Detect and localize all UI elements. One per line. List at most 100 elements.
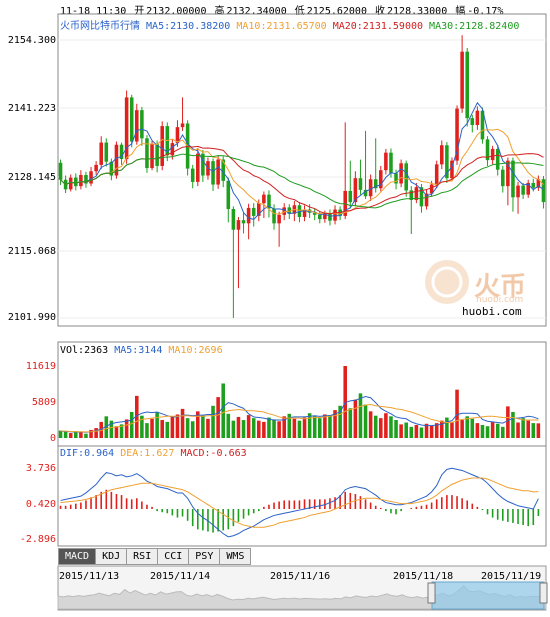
volume-bar — [460, 420, 464, 438]
bar-time: 11-18 11:30 — [60, 6, 127, 17]
candle-body — [257, 203, 261, 216]
volume-bar — [450, 421, 454, 438]
candle-body — [190, 168, 195, 182]
ma10-line — [60, 128, 544, 215]
candle-body — [79, 174, 83, 187]
volume-bar — [79, 432, 83, 438]
volume-bar — [180, 408, 185, 438]
watermark-brand: 火币 — [474, 272, 527, 302]
volume-bar — [490, 421, 495, 438]
dea-legend: DEA:1.627 — [120, 448, 175, 459]
panel-frame — [57, 13, 547, 327]
price-tick-label: 2101.990 — [7, 312, 56, 323]
candle-body — [465, 51, 469, 119]
vol-ma5-line — [60, 395, 539, 433]
tab-cci[interactable]: CCI — [158, 548, 190, 565]
candle-body — [114, 144, 119, 176]
ma5-line — [60, 101, 544, 220]
volume-bar — [485, 426, 490, 438]
candle-body — [287, 207, 292, 214]
candle-body — [109, 161, 114, 176]
dif-legend: DIF:0.964 — [60, 448, 115, 459]
candle-body — [445, 145, 449, 179]
volume-bar — [531, 423, 536, 438]
volume-bar — [480, 424, 485, 438]
volume-bar — [89, 429, 93, 438]
ma20-legend: MA20:2131.59000 — [332, 21, 424, 32]
candle-body — [399, 163, 403, 184]
high-label: 高 — [214, 6, 225, 17]
volume-bar — [424, 423, 429, 438]
candle-body — [516, 185, 520, 198]
macd-legend: DIF:0.964 DEA:1.627 MACD:-0.663 — [60, 448, 247, 459]
macd-value-legend: MACD:-0.663 — [180, 448, 247, 459]
tab-psy[interactable]: PSY — [189, 548, 221, 565]
nav-date-label: 2015/11/18 — [393, 571, 454, 582]
volume-bar — [135, 395, 139, 438]
volume-bar — [211, 405, 215, 438]
tab-kdj[interactable]: KDJ — [96, 548, 128, 565]
candle-body — [129, 97, 134, 142]
candle-body — [358, 178, 363, 190]
volume-bar — [155, 412, 159, 438]
candle-body — [455, 108, 459, 161]
volume-bar — [465, 416, 469, 438]
close-value: 2128.33000 — [387, 6, 448, 17]
candle-body — [419, 187, 424, 207]
volume-bar — [140, 415, 144, 438]
dea-line — [60, 477, 539, 528]
volume-bar — [272, 419, 276, 438]
candle-body — [74, 177, 78, 187]
candle-body — [323, 213, 327, 220]
volume-bars — [58, 366, 541, 438]
candle-body — [485, 139, 490, 161]
candle-body — [475, 110, 480, 126]
candle-body — [368, 179, 373, 197]
candle-body — [414, 187, 419, 200]
volume-bar — [318, 418, 322, 438]
volume-bar — [160, 420, 164, 438]
candle-body — [251, 207, 256, 216]
volume-bar — [389, 416, 393, 438]
volume-bar — [526, 420, 530, 438]
tab-wms[interactable]: WMS — [220, 548, 252, 565]
candle-body — [58, 162, 63, 180]
volume-bar — [323, 414, 327, 438]
volume-bar — [373, 415, 378, 438]
candle-body — [221, 159, 225, 181]
tab-rsi[interactable]: RSI — [127, 548, 159, 565]
indicator-tabs: MACD KDJ RSI CCI PSY WMS — [58, 548, 252, 565]
candle-body — [226, 180, 231, 210]
candle-body — [536, 179, 541, 188]
volume-bar — [165, 421, 170, 438]
candle-body — [180, 123, 185, 128]
tab-macd[interactable]: MACD — [58, 548, 97, 565]
volume-bar — [409, 426, 414, 438]
ma30-line — [60, 153, 544, 209]
candle-body — [541, 179, 546, 203]
vol-ma5-legend: MA5:3144 — [114, 345, 163, 356]
candle-body — [353, 178, 358, 203]
volume-bar — [63, 431, 68, 438]
volume-bar — [328, 415, 332, 438]
candle-body — [450, 160, 454, 179]
candle-body — [506, 160, 510, 187]
volume-bar — [246, 415, 251, 438]
navigator-area[interactable] — [57, 565, 548, 611]
macd-series — [59, 467, 540, 538]
huobi-watermark — [425, 260, 469, 304]
candle-body — [521, 185, 525, 195]
price-tick-label: 2128.145 — [7, 172, 56, 183]
candle-body — [470, 118, 475, 126]
candle-body — [104, 142, 109, 162]
chart-title: 火币网比特币行情 — [60, 21, 140, 32]
volume-bar — [84, 433, 88, 438]
volume-tick-label: 11619 — [25, 361, 56, 372]
volume-bar — [114, 426, 119, 438]
candle-body — [68, 177, 73, 190]
candle-body — [135, 110, 139, 142]
candle-body — [297, 205, 302, 217]
candle-body — [424, 193, 429, 207]
candle-body — [84, 174, 88, 184]
panel-frame — [57, 445, 547, 547]
